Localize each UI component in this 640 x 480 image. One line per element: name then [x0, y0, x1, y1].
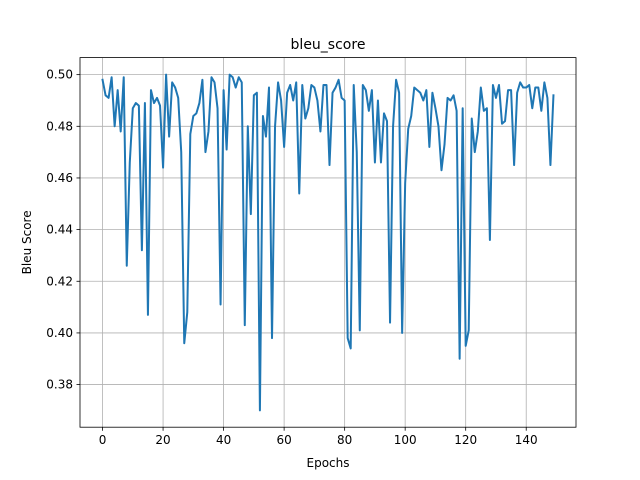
y-tick-label: 0.42	[46, 274, 73, 288]
x-tick-label: 100	[394, 433, 417, 447]
y-tick-label: 0.38	[46, 378, 73, 392]
x-axis-label: Epochs	[307, 456, 350, 470]
x-tick-label: 60	[276, 433, 291, 447]
x-tick-label: 120	[454, 433, 477, 447]
y-tick-label: 0.48	[46, 119, 73, 133]
axes-frame	[79, 57, 577, 428]
y-tick-label: 0.50	[46, 68, 73, 82]
y-tick-label: 0.44	[46, 223, 73, 237]
x-tick-label: 140	[515, 433, 538, 447]
axis-ticks: 0 20 40 60 80 100 120 140 0.38 0.40 0.42 0.44 0.46 0.…	[46, 68, 537, 448]
x-tick-label: 20	[155, 433, 170, 447]
series-line	[101, 73, 555, 412]
y-tick-label: 0.40	[46, 326, 73, 340]
x-tick-label: 80	[337, 433, 352, 447]
chart-title: bleu_score	[291, 37, 366, 53]
y-tick-label: 0.46	[46, 171, 73, 185]
y-axis-label: Bleu Score	[20, 210, 34, 274]
x-tick-label: 0	[99, 433, 107, 447]
plot-area	[101, 73, 555, 412]
x-tick-label: 40	[216, 433, 231, 447]
